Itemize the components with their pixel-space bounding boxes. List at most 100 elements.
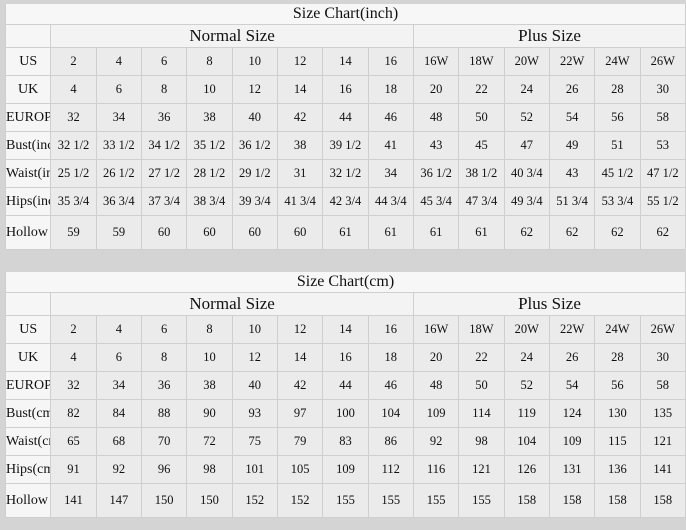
size-cell: 2 <box>50 47 97 76</box>
size-cell: 16 <box>322 75 369 104</box>
size-cell: 155 <box>412 483 460 518</box>
size-cell: 18W <box>458 47 505 76</box>
size-cell: 42 <box>276 103 324 132</box>
size-cell: 54 <box>548 103 596 132</box>
size-cell: 12 <box>231 75 278 104</box>
size-cell: 38 <box>276 131 324 160</box>
size-cell: 152 <box>276 483 324 518</box>
size-cell: 155 <box>367 483 414 518</box>
size-cell: 38 <box>186 371 233 400</box>
size-cell: 14 <box>276 75 324 104</box>
table-row: EUROPE3234363840424446485052545658 <box>4 103 686 132</box>
row-label: US <box>4 315 52 344</box>
empty-header-cell <box>4 24 52 48</box>
size-cell: 28 1/2 <box>186 159 233 188</box>
size-cell: 158 <box>503 483 550 518</box>
size-cell: 18W <box>458 315 505 344</box>
size-cell: 92 <box>412 427 460 456</box>
size-cell: 53 3/4 <box>594 187 641 216</box>
size-cell: 58 <box>639 103 686 132</box>
size-cell: 22 <box>458 343 505 372</box>
size-cell: 45 3/4 <box>412 187 460 216</box>
size-cell: 47 <box>503 131 550 160</box>
size-cell: 20 <box>412 343 460 372</box>
size-cell: 16W <box>412 47 460 76</box>
size-cell: 42 <box>276 371 324 400</box>
size-cell: 75 <box>231 427 278 456</box>
size-cell: 79 <box>276 427 324 456</box>
table-row: US 2 4 6 8 10 12 14 16 16W 18W 20W 22W 24W 26W <box>4 315 686 344</box>
group-plus-size: Plus Size <box>412 24 686 48</box>
size-cell: 22W <box>548 47 596 76</box>
size-cell: 26 <box>548 75 596 104</box>
size-cell: 82 <box>50 399 97 428</box>
size-cell: 109 <box>322 455 369 484</box>
table-row: Waist(cm)6568707275798386929810410911512… <box>4 427 686 456</box>
size-cell: 6 <box>140 47 188 76</box>
size-cell: 155 <box>458 483 505 518</box>
size-cell: 56 <box>594 371 641 400</box>
size-cell: 105 <box>276 455 324 484</box>
size-cell: 88 <box>140 399 188 428</box>
size-cell: 93 <box>231 399 278 428</box>
size-cell: 12 <box>276 47 324 76</box>
size-cell: 38 3/4 <box>186 187 233 216</box>
size-cell: 62 <box>639 215 686 250</box>
size-cell: 29 1/2 <box>231 159 278 188</box>
size-cell: 14 <box>322 315 369 344</box>
size-cell: 22 <box>458 75 505 104</box>
size-cell: 14 <box>276 343 324 372</box>
size-cell: 135 <box>639 399 686 428</box>
size-cell: 18 <box>367 75 414 104</box>
chart-title: Size Chart(cm) <box>5 272 686 293</box>
size-cell: 62 <box>503 215 550 250</box>
size-cell: 41 3/4 <box>276 187 324 216</box>
size-cell: 155 <box>322 483 369 518</box>
table-row: Hollow to Floor(inch)5959606060606161616… <box>4 215 686 250</box>
size-cell: 32 1/2 <box>322 159 369 188</box>
size-cell: 37 3/4 <box>140 187 188 216</box>
size-cell: 40 3/4 <box>503 159 550 188</box>
size-cell: 16W <box>412 315 460 344</box>
size-cell: 16 <box>322 343 369 372</box>
size-cell: 60 <box>276 215 324 250</box>
size-cell: 2 <box>50 315 97 344</box>
size-cell: 58 <box>639 371 686 400</box>
size-cell: 112 <box>367 455 414 484</box>
table-row: Hips(inch)35 3/436 3/437 3/438 3/439 3/4… <box>4 187 686 216</box>
table-row: Waist(inch)25 1/226 1/227 1/228 1/229 1/… <box>4 159 686 188</box>
size-cell: 59 <box>95 215 142 250</box>
size-cell: 4 <box>50 75 97 104</box>
size-cell: 46 <box>367 103 414 132</box>
size-cell: 104 <box>503 427 550 456</box>
size-cell: 158 <box>548 483 596 518</box>
size-cell: 6 <box>140 315 188 344</box>
table-row: Bust(cm)82848890939710010410911411912413… <box>4 399 686 428</box>
size-cell: 20 <box>412 75 460 104</box>
size-cell: 10 <box>186 343 233 372</box>
size-cell: 44 3/4 <box>367 187 414 216</box>
group-row: Normal Size Plus Size <box>4 292 686 316</box>
size-cell: 8 <box>186 47 233 76</box>
size-cell: 31 <box>276 159 324 188</box>
group-row: Normal Size Plus Size <box>4 24 686 48</box>
size-cell: 34 <box>95 103 142 132</box>
table-row: Hips(cm)91929698101105109112116121126131… <box>4 455 686 484</box>
size-cell: 10 <box>186 75 233 104</box>
size-cell: 35 1/2 <box>186 131 233 160</box>
size-cell: 16 <box>367 47 414 76</box>
size-cell: 39 3/4 <box>231 187 278 216</box>
size-cell: 84 <box>95 399 142 428</box>
size-cell: 28 <box>594 75 641 104</box>
size-cell: 115 <box>594 427 641 456</box>
size-cell: 18 <box>367 343 414 372</box>
row-label: US <box>4 47 52 76</box>
row-label: UK <box>4 75 52 104</box>
size-cell: 121 <box>639 427 686 456</box>
size-cell: 35 3/4 <box>50 187 97 216</box>
size-cell: 26 1/2 <box>95 159 142 188</box>
size-cell: 121 <box>458 455 505 484</box>
size-cell: 32 <box>50 103 97 132</box>
size-cell: 30 <box>639 75 686 104</box>
size-cell: 10 <box>231 47 278 76</box>
